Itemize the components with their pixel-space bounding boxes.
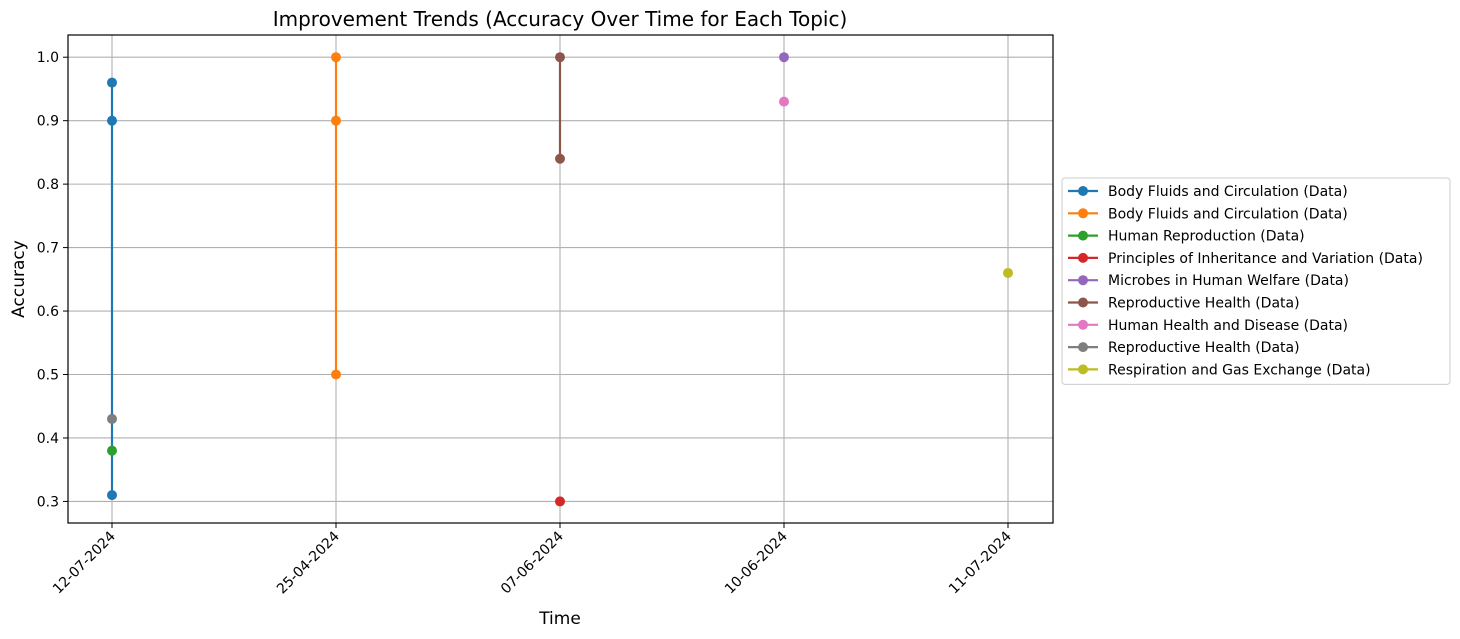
data-point <box>555 153 565 164</box>
legend-marker <box>1078 297 1088 308</box>
data-point <box>107 445 117 456</box>
legend-label: Body Fluids and Circulation (Data) <box>1108 206 1348 222</box>
legend-label: Reproductive Health (Data) <box>1108 340 1300 356</box>
x-axis-label: Time <box>538 609 581 629</box>
legend-label: Reproductive Health (Data) <box>1108 296 1300 312</box>
x-tick-label: 25-04-2024 <box>274 528 343 597</box>
legend-item: Respiration and Gas Exchange (Data) <box>1068 362 1371 378</box>
x-axis-ticks: 12-07-2024 25-04-2024 07-06-2024 10-06-2024… <box>50 523 1015 597</box>
y-tick-label: 1.0 <box>37 50 59 66</box>
series <box>779 52 789 63</box>
x-tick-label: 12-07-2024 <box>50 528 119 597</box>
y-tick-label: 0.9 <box>37 114 59 130</box>
y-tick-label: 0.7 <box>37 241 59 257</box>
y-axis-label: Accuracy <box>9 240 29 318</box>
legend-label: Principles of Inheritance and Variation … <box>1108 251 1423 267</box>
data-point <box>107 115 117 126</box>
series <box>107 413 117 424</box>
series <box>331 52 341 380</box>
legend-item: Body Fluids and Circulation (Data) <box>1068 184 1348 200</box>
legend-item: Reproductive Health (Data) <box>1068 340 1300 356</box>
legend-frame <box>1061 177 1451 385</box>
legend-label: Respiration and Gas Exchange (Data) <box>1108 362 1371 378</box>
series <box>555 52 565 164</box>
series-layer <box>107 52 1013 507</box>
data-point <box>555 496 565 507</box>
data-point <box>107 413 117 424</box>
x-tick-label: 07-06-2024 <box>498 528 567 597</box>
legend-marker <box>1078 252 1088 263</box>
legend-label: Microbes in Human Welfare (Data) <box>1108 273 1349 289</box>
y-tick-label: 0.8 <box>37 177 59 193</box>
legend-item: Principles of Inheritance and Variation … <box>1068 251 1423 267</box>
x-tick-label: 10-06-2024 <box>722 528 791 597</box>
legend-marker <box>1078 319 1088 330</box>
data-point <box>555 52 565 63</box>
y-tick-label: 0.3 <box>37 494 59 510</box>
y-tick-label: 0.4 <box>37 431 59 447</box>
legend-marker <box>1078 364 1088 375</box>
legend-marker <box>1078 208 1088 219</box>
legend-marker <box>1078 230 1088 241</box>
legend-marker <box>1078 186 1088 196</box>
legend-marker <box>1078 342 1088 353</box>
legend: Body Fluids and Circulation (Data) Body F… <box>1061 177 1451 385</box>
series <box>107 77 117 501</box>
data-point <box>331 115 341 126</box>
series <box>1003 267 1013 278</box>
legend-label: Human Reproduction (Data) <box>1108 229 1305 245</box>
data-point <box>779 52 789 63</box>
y-tick-label: 0.6 <box>37 304 59 320</box>
data-point <box>779 96 789 107</box>
legend-marker <box>1078 275 1088 286</box>
legend-label: Human Health and Disease (Data) <box>1108 318 1348 334</box>
data-point <box>331 52 341 63</box>
legend-item: Human Reproduction (Data) <box>1068 229 1305 245</box>
data-point <box>107 77 117 88</box>
data-point <box>1003 267 1013 278</box>
legend-label: Body Fluids and Circulation (Data) <box>1108 184 1348 200</box>
series <box>555 496 565 507</box>
data-point <box>107 490 117 501</box>
legend-item: Reproductive Health (Data) <box>1068 296 1300 312</box>
series <box>107 445 117 456</box>
series <box>779 96 789 107</box>
y-axis-ticks: 0.3 0.4 0.5 0.6 0.7 0.8 0.9 1.0 <box>37 50 68 510</box>
legend-item: Microbes in Human Welfare (Data) <box>1068 273 1349 289</box>
x-tick-label: 11-07-2024 <box>946 528 1015 597</box>
chart-title: Improvement Trends (Accuracy Over Time f… <box>273 7 848 31</box>
legend-item: Body Fluids and Circulation (Data) <box>1068 206 1348 222</box>
y-tick-label: 0.5 <box>37 368 59 384</box>
legend-item: Human Health and Disease (Data) <box>1068 318 1348 334</box>
data-point <box>331 369 341 380</box>
